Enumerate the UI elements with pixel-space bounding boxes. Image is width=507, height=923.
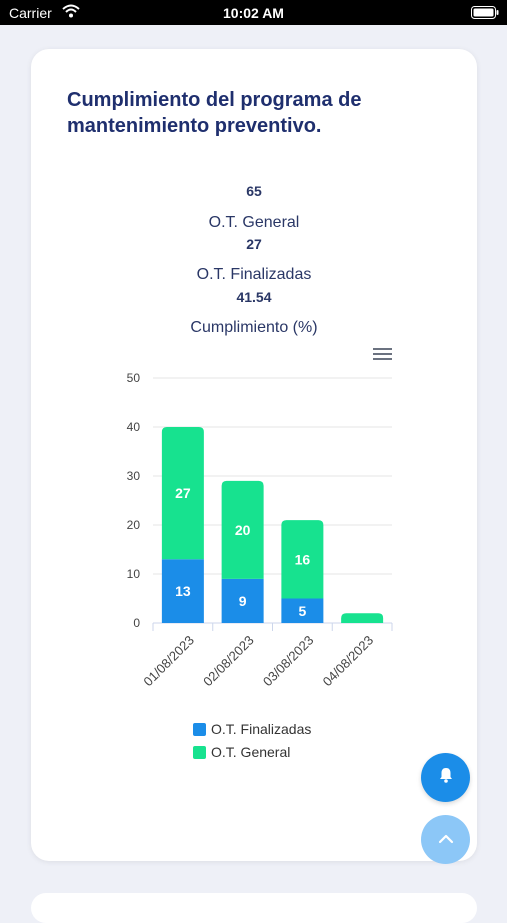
next-card <box>31 893 477 923</box>
bar-segment <box>281 520 324 599</box>
hamburger-menu-icon[interactable] <box>373 347 393 368</box>
legend-label-finalizadas: O.T. Finalizadas <box>211 721 312 737</box>
stat-cumplimiento-label: Cumplimiento (%) <box>190 319 318 336</box>
x-tick-label: 04/08/2023 <box>320 633 377 690</box>
y-tick-label: 20 <box>127 518 141 532</box>
stat-general-label: O.T. General <box>208 214 300 231</box>
legend-swatch-general <box>193 745 206 759</box>
data-label: 9 <box>239 593 247 609</box>
y-tick-label: 50 <box>127 371 141 385</box>
chart-card: Cumplimiento del programa de mantenimien… <box>31 49 477 861</box>
bar-segment <box>161 559 204 623</box>
bar-segment <box>341 613 384 623</box>
wifi-icon <box>62 4 80 21</box>
legend-swatch-finalizadas <box>193 722 206 736</box>
y-tick-label: 0 <box>133 616 140 630</box>
bar-segment <box>161 427 204 560</box>
data-label: 5 <box>298 603 306 619</box>
status-time: 10:02 AM <box>223 5 284 21</box>
y-tick-label: 30 <box>127 469 141 483</box>
card-title: Cumplimiento del programa de mantenimien… <box>67 89 362 137</box>
stacked-bar-chart: 0 10 20 30 40 50 13 27 01/08/2023 9 20 02/08/2023 5 1… <box>127 371 393 690</box>
legend-item-general[interactable]: O.T. General <box>193 744 290 760</box>
stat-cumplimiento-value: 41.54 <box>236 289 272 305</box>
stat-finalizadas-label: O.T. Finalizadas <box>196 266 312 283</box>
carrier-label: Carrier <box>9 5 52 21</box>
stat-general-value: 65 <box>246 183 262 199</box>
legend-item-finalizadas[interactable]: O.T. Finalizadas <box>193 721 311 737</box>
status-bar: Carrier 10:02 AM <box>0 0 507 25</box>
bell-icon <box>437 766 455 789</box>
notifications-button[interactable] <box>421 753 470 802</box>
chevron-up-icon <box>438 831 454 849</box>
x-tick-label: 02/08/2023 <box>200 633 257 690</box>
battery-icon <box>471 6 499 22</box>
data-label: 27 <box>175 485 191 501</box>
bar-segment <box>221 578 264 623</box>
bar-segment <box>281 598 324 623</box>
data-label: 20 <box>235 522 251 538</box>
data-label: 13 <box>175 583 191 599</box>
data-label: 16 <box>295 551 311 567</box>
bar-segment <box>221 480 264 579</box>
y-tick-label: 10 <box>127 567 141 581</box>
stat-finalizadas-value: 27 <box>246 236 262 252</box>
scroll-to-top-button[interactable] <box>421 815 470 864</box>
x-tick-label: 01/08/2023 <box>140 633 197 690</box>
x-tick-label: 03/08/2023 <box>260 633 317 690</box>
y-tick-label: 40 <box>127 420 141 434</box>
legend-label-general: O.T. General <box>211 744 291 760</box>
